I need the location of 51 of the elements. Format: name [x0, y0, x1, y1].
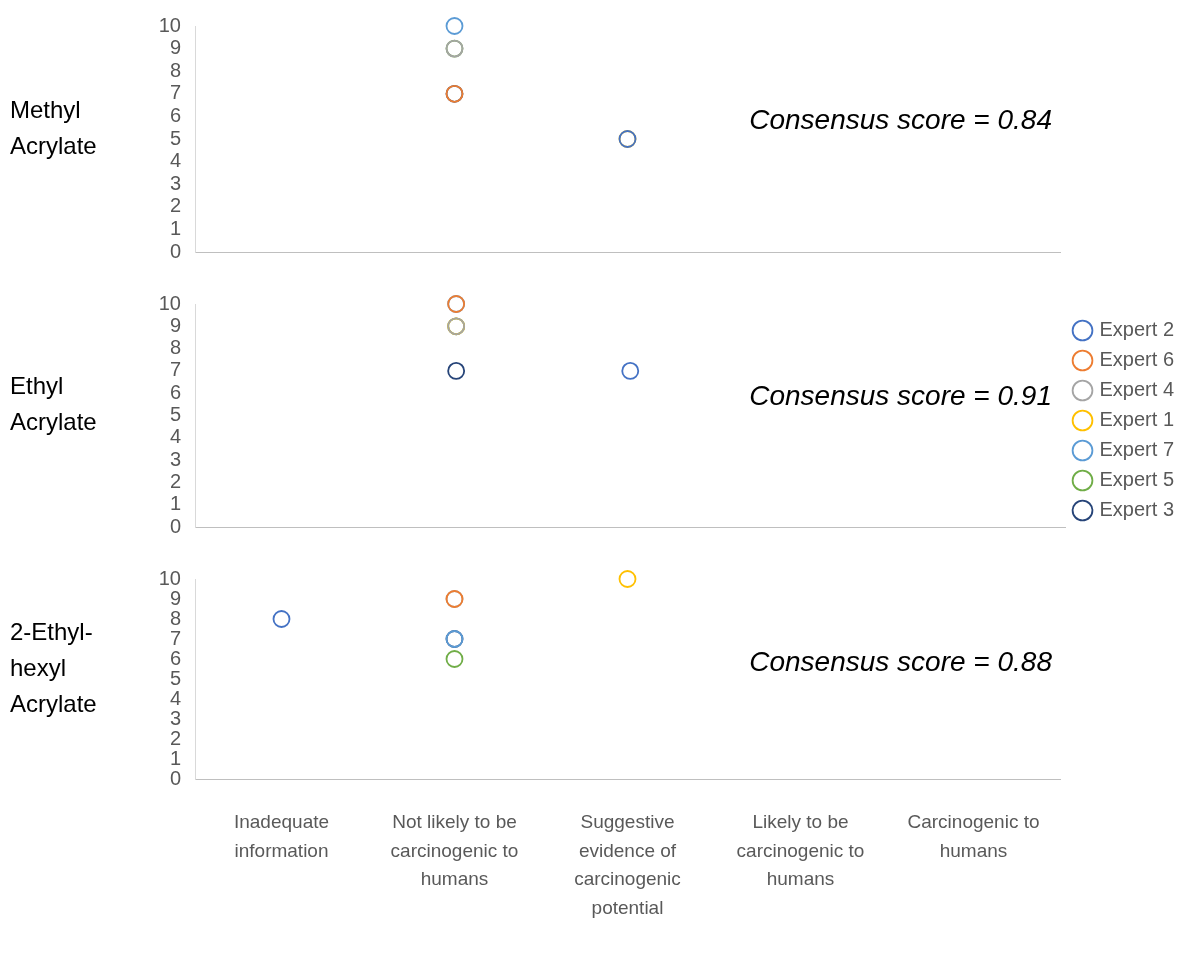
x-tick-label: Inadequate information	[233, 811, 330, 861]
y-axis-title: 2-Ethyl-hexyl Acrylate	[10, 617, 97, 717]
y-tick-label: 6	[169, 380, 181, 403]
annotation: Consensus score = 0.88	[749, 645, 1053, 677]
y-tick-label: 5	[169, 403, 181, 426]
y-tick-label: 3	[169, 706, 181, 729]
y-tick-label: 4	[169, 149, 181, 172]
y-tick-label: 3	[169, 171, 181, 194]
y-tick-label: 7	[169, 626, 181, 649]
y-axis-title: Ethyl Acrylate	[10, 372, 97, 436]
y-tick-label: 4	[169, 425, 181, 448]
x-tick-label: Suggestive evidence of carcinogenic potential	[574, 811, 681, 918]
y-tick-label: 7	[169, 81, 181, 104]
y-tick-label: 9	[169, 36, 181, 59]
y-tick-label: 8	[169, 58, 181, 81]
y-tick-label: 0	[169, 514, 181, 537]
legend-label: Expert 7	[1099, 438, 1174, 461]
legend-label: Expert 1	[1099, 408, 1174, 431]
legend-label: Expert 3	[1099, 498, 1174, 521]
y-tick-label: 5	[169, 126, 181, 149]
y-tick-label: 1	[169, 216, 181, 239]
y-tick-label: 3	[169, 447, 181, 470]
y-tick-label: 0	[169, 766, 181, 789]
x-tick-label: Carcinogenic to humans	[907, 811, 1040, 861]
legend-label: Expert 5	[1099, 468, 1174, 491]
y-tick-label: 0	[169, 239, 181, 262]
y-tick-label: 6	[169, 103, 181, 126]
y-tick-label: 5	[169, 666, 181, 689]
y-tick-label: 10	[158, 566, 181, 589]
legend-label: Expert 4	[1099, 378, 1174, 401]
annotation: Consensus score = 0.91	[749, 380, 1052, 412]
legend-label: Expert 6	[1099, 348, 1174, 371]
y-tick-label: 9	[169, 313, 181, 336]
y-tick-label: 2	[169, 469, 181, 492]
y-tick-label: 8	[169, 606, 181, 629]
y-tick-label: 6	[169, 646, 181, 669]
y-tick-label: 4	[169, 686, 181, 709]
y-tick-label: 10	[158, 291, 181, 314]
y-tick-label: 1	[169, 492, 181, 515]
y-tick-label: 7	[169, 358, 181, 381]
y-tick-label: 9	[169, 586, 181, 609]
y-axis-title: Methyl Acrylate	[10, 95, 97, 159]
y-tick-label: 2	[169, 194, 181, 217]
annotation: Consensus score = 0.84	[749, 103, 1052, 135]
y-tick-label: 8	[169, 336, 181, 359]
y-tick-label: 1	[169, 746, 181, 769]
x-tick-label: Likely to be carcinogenic to humans	[736, 811, 865, 890]
y-tick-label: 2	[169, 726, 181, 749]
legend-label: Expert 2	[1099, 318, 1174, 341]
y-tick-label: 10	[158, 13, 181, 36]
x-tick-label: Not likely to be carcinogenic to humans	[390, 811, 519, 890]
